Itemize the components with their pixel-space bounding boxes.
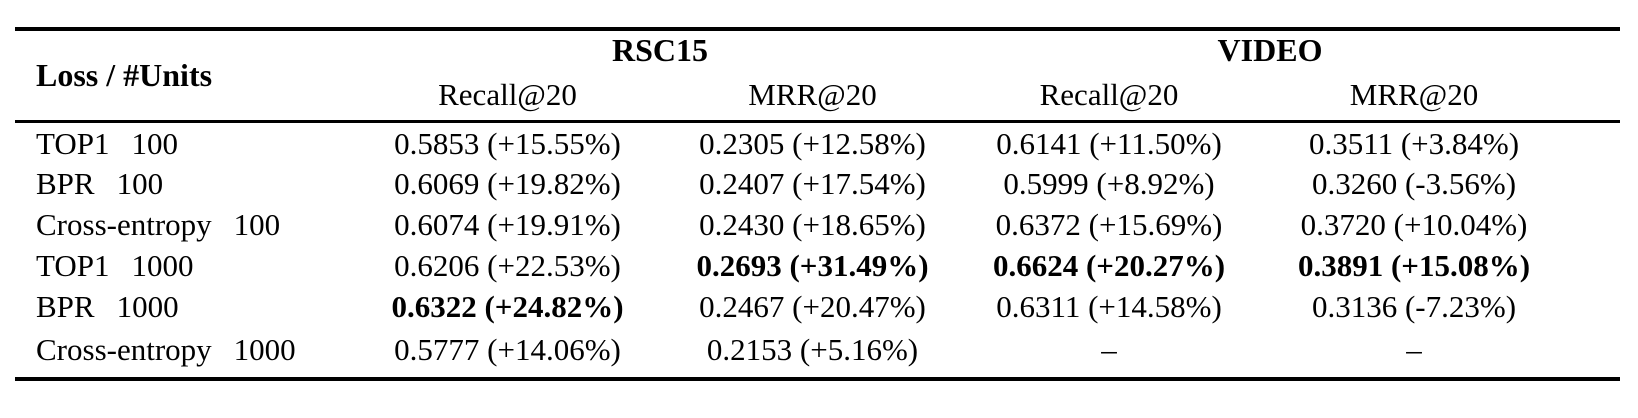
loss-name: Cross-entropy xyxy=(36,332,212,367)
metric-cell-video-mrr: 0.3511 (+3.84%) xyxy=(1308,125,1520,161)
metric-cell-rsc15-mrr: 0.2153 (+5.16%) xyxy=(706,332,919,367)
metric-cell-video-recall: 0.6624 (+20.27%) xyxy=(992,248,1226,283)
metric-cell-video-mrr: 0.3720 (+10.04%) xyxy=(1300,207,1528,242)
metric-cell-video-recall: – xyxy=(1101,332,1117,367)
metric-cell-rsc15-mrr: 0.2430 (+18.65%) xyxy=(699,207,926,242)
group-header-row: Loss / #Units RSC15 VIDEO xyxy=(15,29,1620,93)
units-value: 1000 xyxy=(233,332,296,367)
metric-cell-rsc15-recall: 0.5777 (+14.06%) xyxy=(394,332,621,367)
metric-cell-video-mrr: – xyxy=(1406,332,1422,367)
metric-cell-video-mrr: 0.3260 (-3.56%) xyxy=(1311,166,1517,201)
column-header-video-mrr: MRR@20 xyxy=(1349,77,1479,113)
loss-name: TOP1 xyxy=(36,248,110,283)
group-header-rsc15: RSC15 xyxy=(611,32,708,68)
row-label: TOP1 100 xyxy=(15,121,355,162)
metric-header-row: Recall@20 MRR@20 Recall@20 MRR@20 xyxy=(15,71,1620,121)
metric-cell-rsc15-recall: 0.6074 (+19.91%) xyxy=(394,207,621,242)
table-row: BPR 100 0.6069 (+19.82%) 0.2407 (+17.54%)… xyxy=(15,162,1620,203)
metric-cell-rsc15-recall: 0.5853 (+15.55%) xyxy=(394,125,621,161)
row-label: BPR 1000 xyxy=(15,285,355,326)
metric-cell-rsc15-mrr: 0.2467 (+20.47%) xyxy=(699,289,926,324)
column-header-rsc15-mrr: MRR@20 xyxy=(748,77,877,113)
metric-cell-rsc15-mrr: 0.2407 (+17.54%) xyxy=(699,166,926,201)
loss-name: TOP1 xyxy=(36,125,110,161)
metric-cell-video-mrr: 0.3891 (+15.08%) xyxy=(1297,248,1531,283)
units-value: 100 xyxy=(116,166,164,201)
row-label: Cross-entropy 1000 xyxy=(15,326,355,379)
units-value: 1000 xyxy=(116,289,179,324)
loss-name: BPR xyxy=(36,289,95,324)
metric-cell-rsc15-mrr: 0.2693 (+31.49%) xyxy=(696,248,929,283)
units-value: 100 xyxy=(131,125,179,161)
column-header-rsc15-recall: Recall@20 xyxy=(438,77,577,113)
column-header-video-recall: Recall@20 xyxy=(1039,77,1179,113)
row-label: BPR 100 xyxy=(15,162,355,203)
corner-header-loss-units: Loss / #Units xyxy=(36,56,213,93)
table-body: TOP1 100 0.5853 (+15.55%) 0.2305 (+12.58%… xyxy=(15,121,1620,379)
row-label: TOP1 1000 xyxy=(15,244,355,285)
metric-cell-rsc15-recall: 0.6069 (+19.82%) xyxy=(394,166,621,201)
loss-name: Cross-entropy xyxy=(36,207,212,242)
metric-cell-video-recall: 0.5999 (+8.92%) xyxy=(1003,166,1215,201)
units-value: 1000 xyxy=(131,248,194,283)
group-header-video: VIDEO xyxy=(1217,32,1323,68)
table-header: Loss / #Units RSC15 VIDEO Recall@20 MRR@… xyxy=(15,29,1620,121)
table-row: Cross-entropy 1000 0.5777 (+14.06%) 0.215… xyxy=(15,326,1620,379)
table-row: Cross-entropy 100 0.6074 (+19.91%) 0.2430… xyxy=(15,203,1620,244)
metric-cell-video-recall: 0.6372 (+15.69%) xyxy=(995,207,1223,242)
table-row: TOP1 1000 0.6206 (+22.53%) 0.2693 (+31.49… xyxy=(15,244,1620,285)
metric-cell-video-recall: 0.6311 (+14.58%) xyxy=(996,289,1222,324)
metric-cell-video-mrr: 0.3136 (-7.23%) xyxy=(1311,289,1517,324)
row-label: Cross-entropy 100 xyxy=(15,203,355,244)
loss-name: BPR xyxy=(36,166,95,201)
results-table: Loss / #Units RSC15 VIDEO Recall@20 MRR@… xyxy=(15,27,1620,381)
units-value: 100 xyxy=(233,207,281,242)
metric-cell-rsc15-mrr: 0.2305 (+12.58%) xyxy=(699,125,926,161)
metric-cell-rsc15-recall: 0.6322 (+24.82%) xyxy=(391,289,624,324)
metric-cell-video-recall: 0.6141 (+11.50%) xyxy=(996,125,1222,161)
table-row: BPR 1000 0.6322 (+24.82%) 0.2467 (+20.47%… xyxy=(15,285,1620,326)
table-row: TOP1 100 0.5853 (+15.55%) 0.2305 (+12.58%… xyxy=(15,121,1620,162)
metric-cell-rsc15-recall: 0.6206 (+22.53%) xyxy=(394,248,621,283)
